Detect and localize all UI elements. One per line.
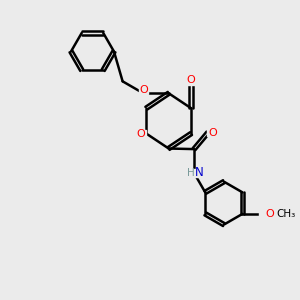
Bar bbox=[139, 87, 148, 94]
Text: O: O bbox=[139, 85, 148, 95]
Bar bbox=[207, 129, 216, 136]
Bar bbox=[187, 169, 204, 177]
Bar bbox=[137, 130, 146, 137]
Text: O: O bbox=[208, 128, 217, 138]
Text: O: O bbox=[187, 75, 195, 85]
Text: O: O bbox=[266, 209, 274, 219]
Bar bbox=[187, 77, 196, 85]
Text: N: N bbox=[195, 167, 204, 179]
Text: O: O bbox=[137, 129, 146, 139]
Text: CH₃: CH₃ bbox=[277, 209, 296, 219]
Text: H: H bbox=[187, 168, 194, 178]
Bar bbox=[259, 210, 275, 218]
